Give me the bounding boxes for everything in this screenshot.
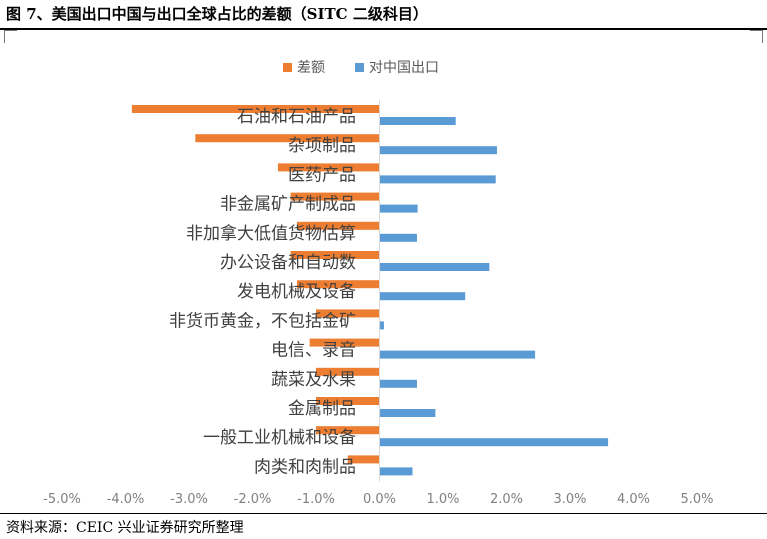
category-label: 办公设备和自动数 — [220, 253, 356, 273]
top-rule — [0, 28, 767, 30]
bar-difference — [309, 338, 380, 347]
bar-difference — [316, 397, 380, 405]
category-label: 金属制品 — [288, 399, 356, 419]
bar-exports-to-china — [379, 263, 490, 271]
bar-exports-to-china — [379, 233, 417, 242]
x-tick-label: -5.0% — [43, 492, 81, 507]
corner-mark-right — [750, 30, 763, 43]
bar-difference — [347, 455, 380, 464]
bar-difference — [195, 134, 380, 143]
series-exports-to-china — [379, 117, 609, 476]
bar-exports-to-china — [379, 467, 413, 476]
category-label: 非加拿大低值货物估算 — [186, 223, 356, 244]
x-tick-label: 1.0% — [426, 492, 459, 507]
bar-difference — [296, 221, 380, 230]
bar-exports-to-china — [379, 350, 536, 359]
bar-difference — [290, 251, 380, 259]
x-tick-label: -1.0% — [297, 492, 335, 507]
corner-mark-left — [4, 30, 17, 43]
category-label: 电信、录音 — [271, 341, 356, 361]
legend-label: 差额 — [297, 60, 325, 76]
bar-exports-to-china — [379, 438, 609, 447]
bar-difference — [131, 105, 380, 113]
x-tick-label: 5.0% — [680, 492, 713, 507]
x-tick-label: -3.0% — [170, 492, 208, 507]
legend-swatch — [355, 63, 364, 72]
bar-difference — [316, 309, 380, 318]
bar-chart: 差额 对中国出口 石油和石油产品杂项制品医药产品非金属矿产制成品非加拿大低值货物估… — [43, 60, 713, 507]
bar-exports-to-china — [379, 409, 436, 417]
category-label: 肉类和肉制品 — [254, 457, 356, 477]
figure-title: 图 7、美国出口中国与出口全球占比的差额（SITC 二级科目） — [6, 5, 428, 23]
legend: 差额 对中国出口 — [283, 60, 439, 76]
x-tick-label: 2.0% — [490, 492, 523, 507]
bar-exports-to-china — [379, 292, 466, 301]
x-tick-label: 0.0% — [363, 492, 396, 507]
source-note: 资料来源：CEIC 兴业证券研究所整理 — [6, 520, 244, 536]
x-tick-label: -2.0% — [234, 492, 272, 507]
category-label: 非货币黄金，不包括金矿 — [169, 311, 356, 331]
category-label: 医药产品 — [288, 165, 356, 185]
bar-exports-to-china — [379, 321, 384, 330]
x-tick-label: -4.0% — [107, 492, 145, 507]
legend-swatch — [283, 63, 292, 72]
category-label: 石油和石油产品 — [237, 107, 356, 127]
x-axis-ticks: -5.0% -4.0% -3.0% -2.0% -1.0% 0.0% 1.0% 2.0% 3.0… — [43, 492, 713, 507]
bar-difference — [316, 367, 380, 376]
bar-difference — [316, 426, 380, 435]
category-labels: 石油和石油产品杂项制品医药产品非金属矿产制成品非加拿大低值货物估算办公设备和自动… — [169, 107, 356, 477]
category-label: 非金属矿产制成品 — [220, 195, 356, 215]
bar-exports-to-china — [379, 175, 496, 184]
category-label: 杂项制品 — [288, 136, 356, 156]
category-label: 蔬菜及水果 — [271, 370, 356, 390]
bar-exports-to-china — [379, 146, 497, 155]
bar-difference — [296, 280, 380, 289]
bar-exports-to-china — [379, 204, 418, 213]
bar-exports-to-china — [379, 117, 456, 125]
legend-label: 对中国出口 — [369, 60, 439, 76]
bottom-rule — [0, 513, 767, 514]
category-label: 发电机械及设备 — [237, 282, 356, 302]
x-tick-label: 4.0% — [617, 492, 650, 507]
x-tick-label: 3.0% — [553, 492, 586, 507]
bar-difference — [290, 192, 380, 201]
series-difference — [131, 105, 380, 464]
bar-difference — [277, 163, 380, 172]
bar-exports-to-china — [379, 379, 417, 388]
category-label: 一般工业机械和设备 — [203, 428, 356, 448]
